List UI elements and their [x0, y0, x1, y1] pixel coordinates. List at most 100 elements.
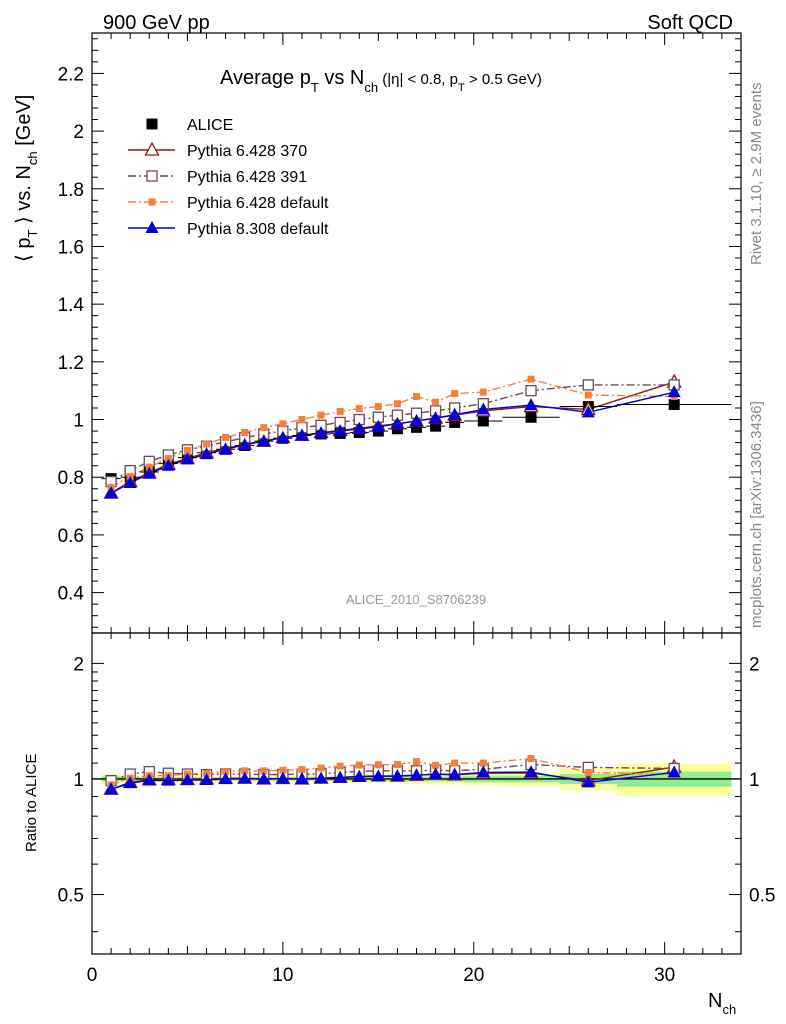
ratio-point	[413, 758, 420, 766]
ratio-point	[200, 772, 214, 785]
ratio-point	[448, 767, 462, 780]
series-markers	[103, 373, 682, 499]
xlabel-a-sub: ch	[722, 1002, 736, 1017]
ratio-point	[410, 768, 423, 781]
data-point	[203, 440, 211, 448]
ratio-point	[260, 767, 268, 775]
data-point	[317, 411, 325, 419]
y-tick-label: 1.6	[58, 237, 84, 258]
ratio-point	[104, 782, 118, 795]
x-axis-label: Nch	[708, 990, 736, 1017]
alice-point	[525, 411, 537, 423]
ratio-y-tick-label-right: 2	[749, 654, 760, 675]
ratio-point	[317, 764, 325, 772]
series-line	[110, 381, 675, 494]
series-3	[110, 378, 675, 488]
legend-label: Pythia 6.428 370	[187, 143, 307, 160]
title-c-sub: T	[458, 82, 465, 94]
ratio-point	[352, 769, 366, 782]
data-point	[582, 379, 594, 391]
ratio-point	[298, 766, 306, 774]
data-point	[314, 426, 328, 439]
ratio-point	[476, 765, 490, 778]
data-point	[104, 486, 118, 499]
ratio-point	[355, 761, 363, 769]
data-point	[371, 419, 385, 432]
ratio-y-axis-label: Ratio to ALICE	[23, 754, 40, 852]
series-line	[110, 378, 675, 488]
data-point	[476, 402, 490, 415]
ratio-point	[180, 773, 194, 786]
title-d: > 0.5 GeV)	[465, 71, 542, 88]
title-b: vs N	[319, 67, 365, 89]
data-point	[667, 385, 681, 398]
y-axis-label: ⟨ pT ⟩ vs. Nch [GeV]	[13, 95, 40, 262]
legend-marker	[144, 141, 160, 156]
data-point	[374, 403, 382, 411]
ratio-point	[123, 776, 137, 789]
data-point	[142, 466, 156, 479]
ratio-point	[336, 762, 344, 770]
data-point	[200, 447, 214, 460]
y-tick-label: 2	[73, 122, 84, 143]
data-point	[279, 420, 287, 428]
data-point	[123, 476, 137, 488]
data-point	[393, 400, 401, 408]
ratio-point	[584, 768, 592, 776]
title-a: Average p	[220, 67, 311, 89]
title-a-sub: T	[311, 80, 319, 95]
data-point	[390, 416, 404, 429]
legend-label: Pythia 6.428 default	[187, 195, 329, 212]
ratio-point	[222, 767, 230, 775]
legend: ALICE Pythia 6.428 370 Pythia 6.428 391 Pyt…	[128, 117, 329, 238]
data-point	[180, 452, 194, 465]
y-tick-label: 1.2	[58, 353, 84, 374]
title-b-sub: ch	[364, 80, 378, 95]
legend-marker	[146, 170, 158, 182]
ratio-point	[429, 767, 443, 780]
data-point	[241, 429, 249, 437]
title-c: (|η| < 0.8, p	[378, 71, 458, 88]
data-point	[479, 388, 487, 396]
ratio-point	[390, 768, 404, 781]
x-tick-label: 10	[272, 965, 293, 986]
ratio-point	[374, 761, 382, 769]
alice-point	[411, 421, 422, 433]
ratio-point	[279, 766, 287, 774]
data-point	[451, 390, 459, 398]
alice-point	[449, 416, 461, 428]
ratio-point	[393, 761, 401, 769]
ratio-point	[276, 771, 290, 784]
data-point	[222, 433, 230, 441]
y-tick-label: 1.8	[58, 180, 84, 201]
data-point	[298, 416, 306, 424]
legend-label: Pythia 6.428 391	[187, 169, 307, 186]
ratio-y-tick-label-right: 0.5	[749, 886, 775, 907]
ratio-series-4	[104, 765, 681, 795]
data-point	[355, 405, 363, 413]
ratio-point	[314, 771, 328, 784]
data-point	[524, 398, 538, 411]
legend-label: Pythia 8.308 default	[187, 221, 329, 238]
legend-marker	[148, 198, 156, 206]
alice-point	[668, 399, 680, 411]
data-point	[336, 407, 344, 415]
data-point	[413, 392, 420, 400]
data-point	[333, 424, 347, 437]
y-tick-label: 1	[73, 411, 84, 432]
data-point	[448, 407, 462, 420]
ratio-point	[479, 759, 487, 767]
header-left: 900 GeV pp	[103, 12, 210, 34]
xlabel-a: N	[708, 990, 722, 1012]
analysis-watermark: ALICE_2010_S8706239	[346, 592, 486, 607]
y-tick-label: 0.6	[58, 526, 84, 547]
alice-point	[430, 420, 442, 432]
y-tick-label: 0.4	[58, 584, 85, 605]
ylabel-b: ⟩ vs. N	[13, 165, 35, 229]
alice-point	[477, 415, 489, 427]
data-point	[276, 430, 290, 443]
ratio-point	[219, 771, 233, 784]
data-point	[432, 398, 440, 406]
data-point	[183, 446, 191, 454]
data-point	[584, 391, 592, 399]
